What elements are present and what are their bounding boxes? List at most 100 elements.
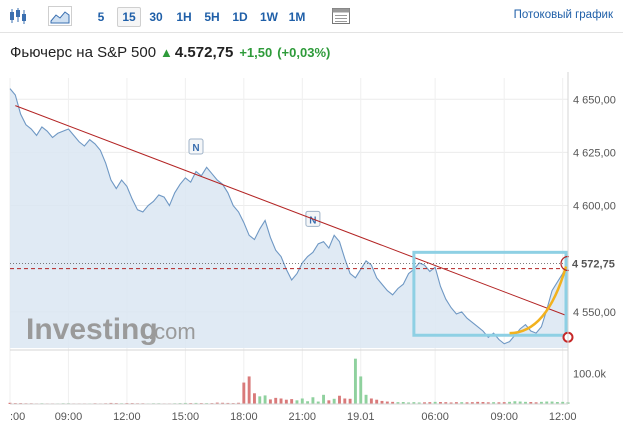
y-tick-label: 4 550,00 (573, 307, 616, 319)
timeframe-1d[interactable]: 1D (232, 10, 248, 24)
news-marker (188, 138, 204, 155)
volume-bar (449, 402, 453, 404)
volume-bar (242, 382, 246, 404)
chart-axes: 4 650,00 4 625,00 4 600,00 4 550,00:00 09:00… (10, 72, 621, 423)
volume-bar (417, 402, 421, 404)
volume-bar (258, 396, 262, 404)
x-tick-label: 21:00 (289, 411, 317, 423)
volume-bar (316, 401, 320, 404)
timeframe-1w[interactable]: 1W (260, 10, 278, 24)
timeframe-5[interactable]: 5 (97, 10, 105, 24)
investing-watermark: Investing .com (26, 313, 196, 346)
instrument-name: Фьючерс на S&P 500 (10, 44, 157, 61)
current-price-tag-bg (569, 255, 621, 272)
volume-bars (8, 358, 570, 404)
y-tick-label: 4 650,00 (573, 94, 616, 106)
volume-bar (284, 399, 288, 404)
volume-bar (109, 402, 113, 404)
price-line (9, 88, 569, 345)
volume-bar (237, 402, 240, 404)
x-tick-label: 12:00 (549, 411, 577, 423)
y-tick-label: 4 600,00 (573, 201, 616, 213)
volume-bar (534, 402, 538, 404)
volume-bar (247, 376, 251, 404)
volume-bar (290, 399, 294, 404)
volume-bar (433, 401, 437, 404)
volume-bar (439, 402, 442, 404)
volume-bar (476, 401, 480, 404)
price-change: +1,50 (239, 45, 273, 60)
current-price-tag: 4 572,75 (572, 258, 615, 270)
volume-bar (375, 399, 379, 404)
volume-bar (444, 402, 448, 404)
x-tick-label: 06:00 (421, 411, 449, 423)
volume-bar (221, 402, 225, 404)
price-change-percent: (+0,03%) (277, 45, 331, 60)
x-tick-label: 18:00 (230, 411, 258, 423)
volume-bar (561, 401, 565, 404)
volume-bar (545, 401, 549, 404)
timeframe-5h[interactable]: 5H (204, 10, 220, 24)
volume-bar (359, 376, 363, 404)
volume-bar (353, 358, 357, 404)
volume-bar (306, 401, 310, 404)
annotation-arrow (509, 266, 568, 335)
volume-bar (407, 402, 411, 404)
volume-bar (428, 402, 432, 404)
highlight-box (412, 250, 568, 337)
area-chart-icon[interactable] (48, 6, 72, 26)
price-area (9, 88, 569, 349)
volume-bar (497, 402, 501, 404)
volume-bar (470, 402, 474, 404)
volume-bar (385, 401, 389, 404)
timeframe-15[interactable]: 15 (117, 7, 141, 27)
volume-bar (311, 397, 315, 404)
volume-bar (327, 400, 331, 404)
streaming-chart-link[interactable]: Потоковый график (513, 9, 613, 21)
x-tick-label: 12:00 (113, 411, 141, 423)
volume-bar (492, 402, 496, 404)
drawing-overlay: NN (10, 105, 576, 343)
volume-bar (215, 402, 219, 404)
table-icon[interactable] (330, 6, 352, 26)
volume-bar (486, 402, 490, 404)
chart-toolbar: 5 15 30 1H 5H 1D 1W 1M Потоковый график (0, 0, 623, 33)
trendline (15, 105, 569, 317)
volume-bar (423, 402, 426, 404)
volume-bar (481, 402, 485, 404)
y-tick-label: 4 625,00 (573, 147, 616, 159)
news-marker-label: N (192, 143, 199, 154)
timeframe-30[interactable]: 30 (149, 10, 163, 24)
volume-bar (550, 401, 554, 404)
price-chart[interactable]: Investing .com NN 4 650,00 4 625,00 4 600,… (0, 72, 623, 429)
volume-bar (8, 402, 12, 404)
volume-bar (369, 398, 373, 404)
volume-bar (529, 402, 533, 404)
x-tick-label: 19.01 (347, 411, 375, 423)
volume-bar (454, 402, 458, 404)
x-tick-label: 09:00 (490, 411, 518, 423)
watermark-brand: Investing (26, 313, 158, 346)
volume-bar (253, 393, 256, 404)
x-tick-label: 09:00 (55, 411, 83, 423)
price-area-fill (10, 88, 568, 349)
volume-bar (396, 402, 400, 404)
volume-bar (502, 402, 506, 404)
volume-bar (518, 401, 522, 404)
volume-bar (194, 402, 198, 404)
volume-bar (465, 402, 469, 404)
volume-bar (183, 402, 187, 404)
volume-bar (364, 394, 368, 404)
volume-bar (343, 398, 347, 404)
timeframe-1h[interactable]: 1H (176, 10, 192, 24)
x-tick-label: 15:00 (172, 411, 200, 423)
volume-bar (348, 398, 352, 404)
volume-bar (555, 402, 559, 404)
timeframe-1m[interactable]: 1M (288, 10, 306, 24)
quote-header: Фьючерс на S&P 500 ▲ 4.572,75 +1,50 (+0,03%) (10, 44, 330, 64)
last-price: 4.572,75 (174, 44, 234, 61)
volume-bar (300, 398, 304, 404)
volume-bar (268, 399, 272, 404)
volume-bar (332, 398, 336, 404)
candlestick-icon[interactable] (8, 6, 30, 26)
